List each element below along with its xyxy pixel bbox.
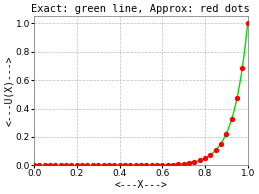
X-axis label: <---X--->: <---X---> — [114, 180, 167, 190]
Y-axis label: <---U(X)--->: <---U(X)---> — [4, 55, 14, 126]
Title: Exact: green line, Approx: red dots: Exact: green line, Approx: red dots — [32, 4, 250, 14]
